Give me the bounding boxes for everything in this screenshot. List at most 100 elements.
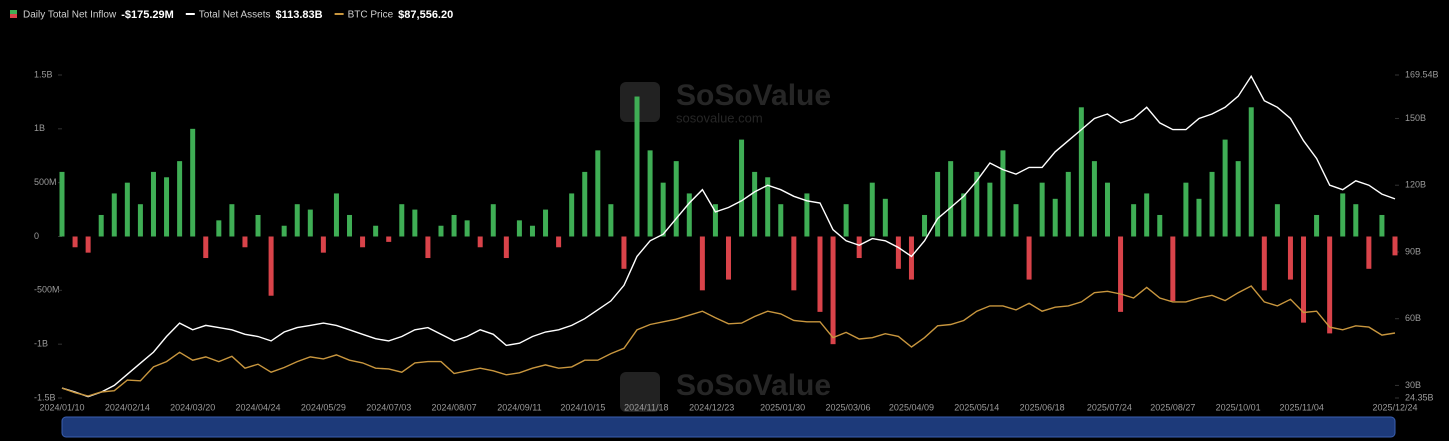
legend-value: $87,556.20 — [398, 9, 453, 21]
bar — [124, 182, 130, 237]
bar — [1366, 236, 1372, 269]
x-tick-label: 2024/11/18 — [624, 402, 668, 412]
legend-label: BTC Price — [348, 10, 394, 21]
bar — [1144, 193, 1150, 237]
bar — [85, 236, 91, 253]
bar — [1013, 204, 1019, 237]
y2-tick-label: 150B — [1405, 113, 1426, 123]
y-tick-label: 1B — [34, 123, 45, 133]
watermark-logo — [620, 82, 660, 122]
bar — [647, 150, 653, 237]
bar — [333, 193, 339, 237]
x-tick-label: 2024/04/24 — [236, 402, 281, 412]
x-tick-label: 2024/10/15 — [560, 402, 605, 412]
bar — [1314, 214, 1320, 237]
x-tick-label: 2024/07/03 — [366, 402, 411, 412]
watermark-site: sosovalue.com — [676, 110, 763, 125]
bar — [464, 220, 470, 237]
y2-tick-label: 30B — [1405, 380, 1421, 390]
bar — [1340, 193, 1346, 237]
bar — [242, 236, 248, 248]
bar — [712, 204, 718, 237]
legend-swatch — [10, 14, 17, 18]
y2-tick-label: 24.35B — [1405, 392, 1434, 402]
bar — [543, 209, 549, 237]
bar — [1183, 182, 1189, 237]
bar — [1170, 236, 1176, 302]
bar — [203, 236, 209, 259]
x-tick-label: 2025/05/14 — [954, 402, 999, 412]
bar — [1196, 198, 1202, 237]
bar — [869, 182, 875, 237]
bar — [935, 171, 941, 237]
bar — [1301, 236, 1307, 323]
bar — [804, 193, 810, 237]
bar — [451, 214, 457, 237]
bar — [347, 214, 353, 237]
x-tick-label: 2025/01/30 — [760, 402, 805, 412]
bar — [778, 204, 784, 237]
y2-tick-label: 120B — [1405, 180, 1426, 190]
legend: Daily Total Net Inflow -$175.29M Total Net… — [10, 9, 453, 21]
bar — [621, 236, 627, 269]
x-tick-label: 2025/10/01 — [1216, 402, 1261, 412]
bar — [111, 193, 117, 237]
bar — [961, 193, 967, 237]
bar — [503, 236, 509, 259]
bar — [843, 204, 849, 237]
bar — [1039, 182, 1045, 237]
bar — [739, 139, 745, 237]
bar — [1091, 161, 1097, 237]
legend-value: $113.83B — [276, 9, 323, 21]
watermark: SoSoValue sosovalue.com SoSoValue — [620, 79, 831, 412]
watermark-title: SoSoValue — [676, 79, 831, 112]
x-tick-label: 2024/03/20 — [170, 402, 215, 412]
y2-tick-label: 90B — [1405, 246, 1421, 256]
x-tick-label: 2025/04/09 — [889, 402, 934, 412]
bar — [882, 198, 888, 237]
navigator[interactable] — [61, 416, 1396, 438]
bar — [137, 204, 143, 237]
x-tick-label: 2025/07/24 — [1087, 402, 1132, 412]
y2-tick-label: 169.54B — [1405, 69, 1439, 79]
watermark-title: SoSoValue — [676, 369, 831, 402]
bar — [229, 204, 235, 237]
y-tick-label: 500M — [34, 177, 57, 187]
bar — [59, 171, 65, 237]
bar — [608, 204, 614, 237]
bar — [1235, 161, 1241, 237]
y-tick-label: -1.5B — [34, 392, 56, 402]
bar — [190, 128, 196, 237]
bar — [255, 214, 261, 237]
legend-value: -$175.29M — [121, 9, 174, 21]
x-tick-label: 2025/08/27 — [1150, 402, 1195, 412]
bar — [699, 236, 705, 291]
x-tick-label: 2025/12/24 — [1372, 402, 1417, 412]
bar — [1379, 214, 1385, 237]
bar — [164, 177, 170, 237]
bar — [673, 161, 679, 237]
bar — [1261, 236, 1267, 291]
bar — [556, 236, 562, 248]
legend-swatch — [10, 10, 17, 14]
bar — [1052, 198, 1058, 237]
bar — [1157, 214, 1163, 237]
bar — [1392, 236, 1398, 256]
bar — [856, 236, 862, 259]
bar — [294, 204, 300, 237]
x-tick-label: 2025/11/04 — [1279, 402, 1323, 412]
bar — [216, 220, 222, 237]
x-tick-label: 2024/05/29 — [301, 402, 346, 412]
legend-label: Total Net Assets — [199, 10, 271, 21]
bar — [660, 182, 666, 237]
bar — [765, 177, 771, 237]
bar — [752, 171, 758, 237]
bar — [529, 225, 535, 237]
bar — [817, 236, 823, 312]
bar — [1104, 182, 1110, 237]
bar — [425, 236, 431, 259]
y-tick-label: -500M — [34, 285, 60, 295]
bar — [150, 171, 156, 237]
